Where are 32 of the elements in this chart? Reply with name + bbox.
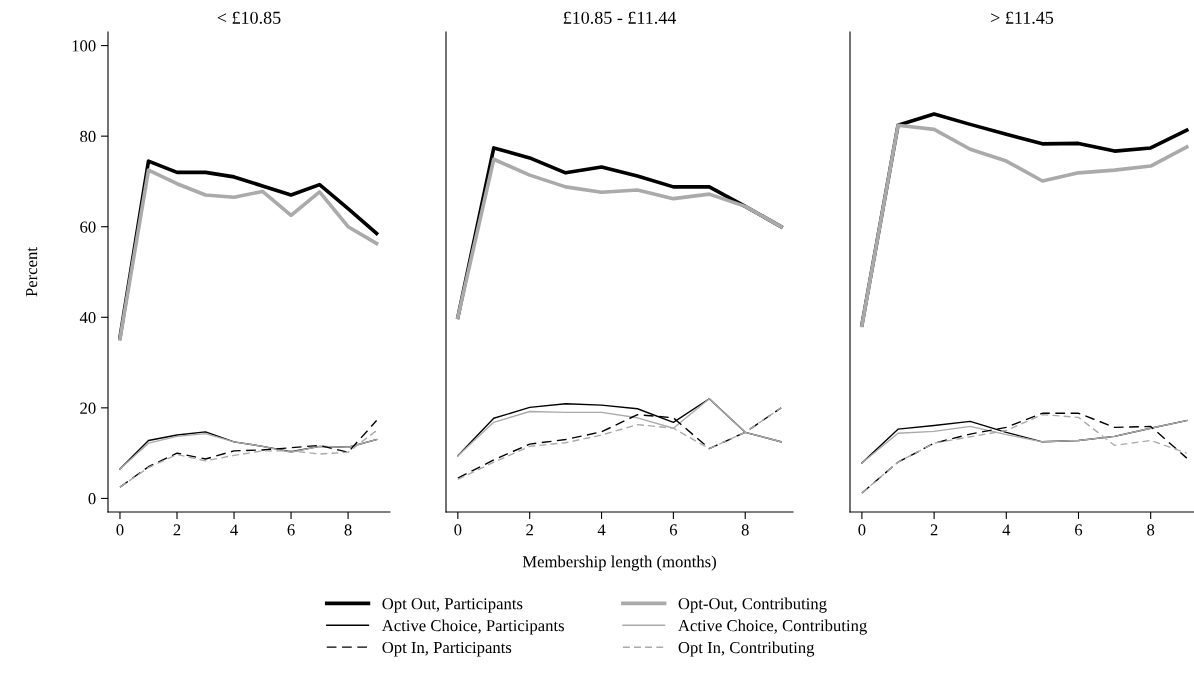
y-axis-title: Percent xyxy=(26,247,38,297)
x-tick-label: 0 xyxy=(858,524,866,536)
y-tick-label: 80 xyxy=(80,130,96,143)
x-tick-label: 4 xyxy=(597,524,606,536)
y-tick-label: 100 xyxy=(72,40,96,52)
x-tick-label: 2 xyxy=(526,524,533,536)
x-tick-label: 2 xyxy=(930,524,938,536)
legend-label: Opt-Out, Contributing xyxy=(678,597,827,613)
x-tick-label: 0 xyxy=(454,524,462,536)
y-tick-label: 40 xyxy=(79,311,96,324)
x-tick-label: 6 xyxy=(287,524,295,536)
x-tick-label: 8 xyxy=(741,524,749,536)
chart-title: £10.85 - £11.44 xyxy=(563,11,677,24)
x-tick-label: 0 xyxy=(116,524,124,536)
legend-label: Opt In, Participants xyxy=(382,641,512,657)
chart-title: < £10.85 xyxy=(217,11,281,24)
legend-label: Active Choice, Participants xyxy=(381,619,564,635)
y-tick-label: 60 xyxy=(80,221,96,233)
y-tick-label: 20 xyxy=(80,402,96,414)
x-tick-label: 6 xyxy=(1075,524,1083,536)
legend-label: Opt In, Contributing xyxy=(678,641,815,657)
x-tick-label: 4 xyxy=(230,524,238,536)
x-tick-label: 4 xyxy=(1002,524,1011,536)
legend-label: Opt Out, Participants xyxy=(382,598,523,613)
x-tick-label: 2 xyxy=(173,524,181,536)
x-tick-label: 8 xyxy=(1147,524,1155,536)
x-tick-label: 6 xyxy=(669,524,678,536)
legend-label: Active Choice, Contributing xyxy=(678,619,867,635)
x-axis-title: Membership length (months) xyxy=(522,555,716,571)
x-tick-label: 8 xyxy=(344,524,352,536)
y-tick-label: 0 xyxy=(88,493,96,505)
chart-title: > £11.45 xyxy=(991,11,1054,24)
